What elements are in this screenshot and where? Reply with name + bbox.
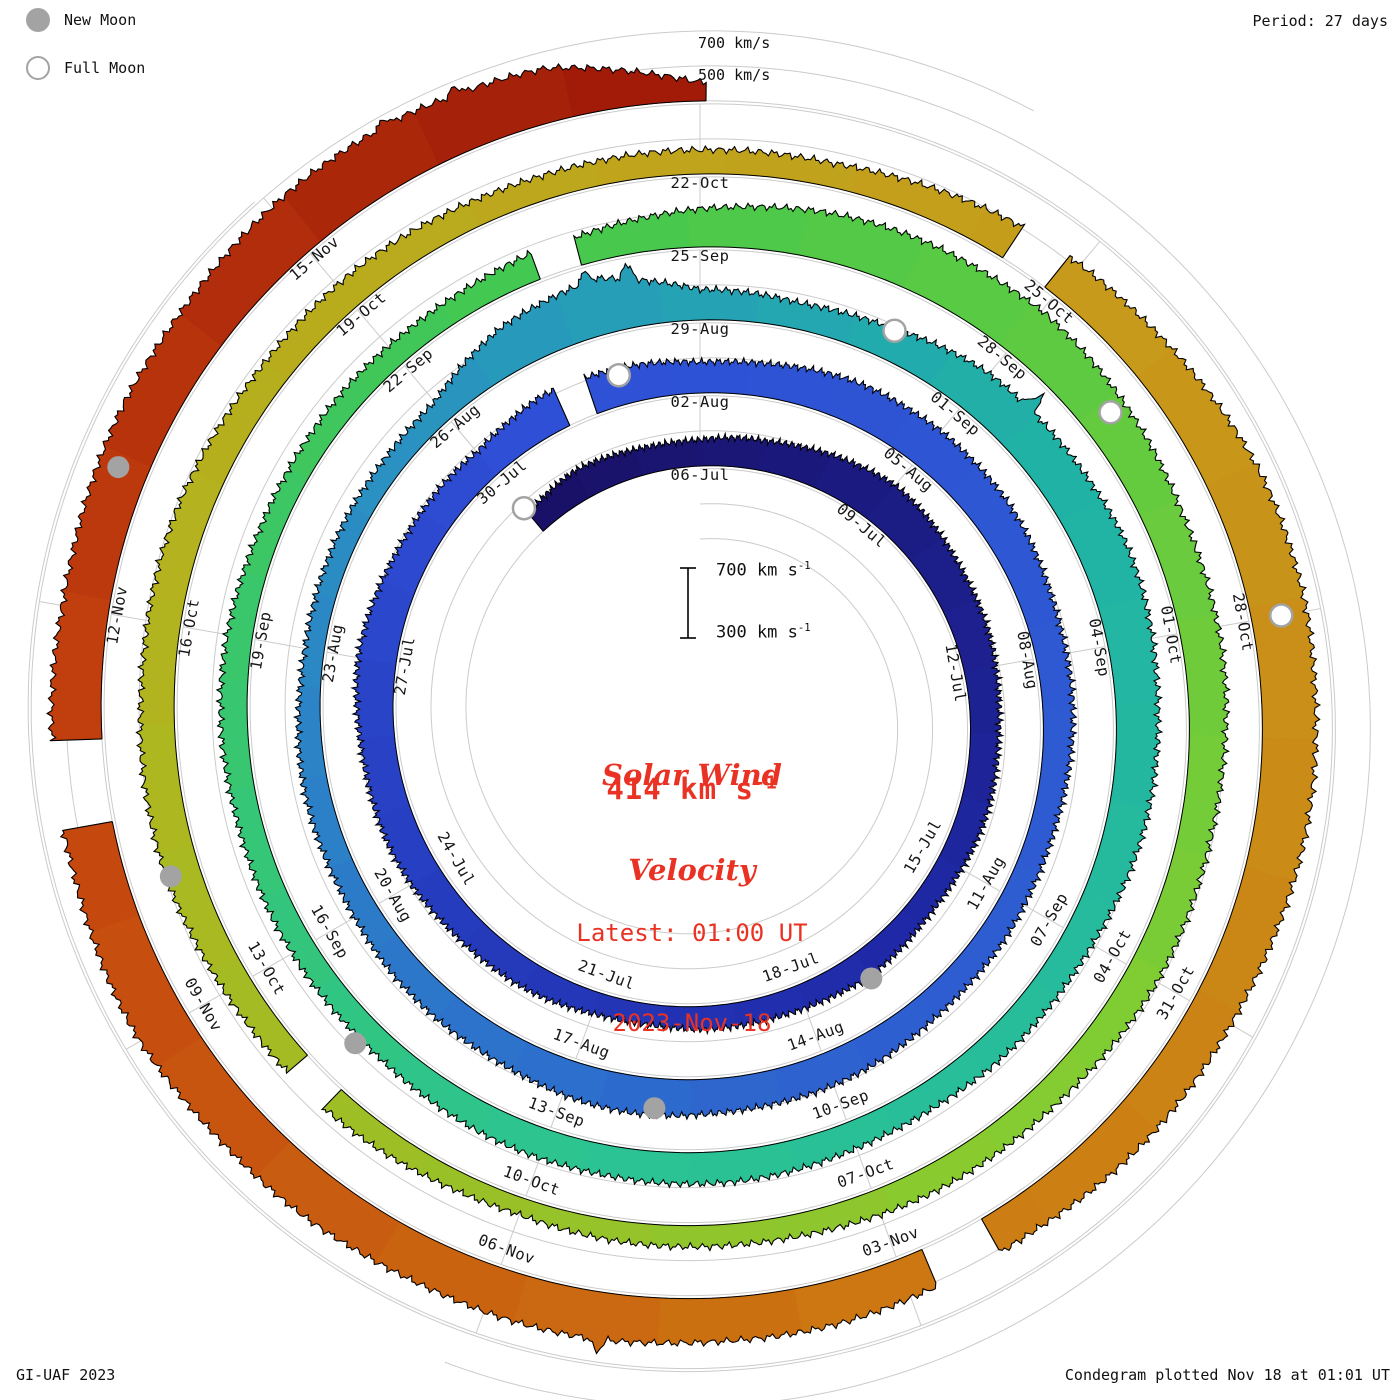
moon-legend: New Moon Full Moon — [26, 8, 145, 80]
baseline — [100, 100, 1263, 1300]
date-label: 29-Aug — [671, 320, 730, 338]
velocity-outline — [46, 63, 1322, 1355]
legend-new-moon-label: New Moon — [64, 11, 137, 29]
plotted-timestamp: Condegram plotted Nov 18 at 01:01 UT — [1064, 1366, 1390, 1384]
chart-title: Solar Wind Velocity — [0, 696, 1384, 951]
scalebar-300-text: 300 km s — [716, 622, 798, 643]
full-moon-marker — [1098, 400, 1123, 425]
date-label: 02-Aug — [671, 393, 730, 411]
new-moon-icon — [26, 8, 50, 32]
latest-timestamp: Latest: 01:00 UT 2023-Nov-18 — [0, 858, 1384, 1098]
full-moon-marker — [606, 362, 632, 388]
legend-full-moon: Full Moon — [26, 56, 145, 80]
scalebar-label-700: 700 km s-1 — [716, 560, 811, 581]
period-label: Period: 27 days — [1252, 12, 1388, 30]
new-moon-marker — [159, 865, 182, 888]
center-scale-bar — [680, 567, 696, 639]
scalebar-label-300: 300 km s-1 — [716, 622, 811, 643]
outer-grid-label-500: 500 km/s — [698, 66, 771, 84]
latest-time-line: Latest: 01:00 UT — [576, 919, 808, 947]
credit-label: GI-UAF 2023 — [16, 1366, 116, 1384]
legend-new-moon: New Moon — [26, 8, 145, 32]
moon-markers — [107, 318, 1294, 1120]
new-moon-marker — [344, 1032, 367, 1055]
new-moon-marker — [643, 1097, 666, 1120]
outer-grid-label-700: 700 km/s — [698, 34, 771, 52]
scalebar-700-text: 700 km s — [716, 560, 798, 581]
chart-title-line2: Velocity — [628, 853, 756, 888]
date-label: 06-Jul — [671, 466, 730, 484]
new-moon-marker — [107, 456, 130, 479]
chart-title-line1: Solar Wind — [602, 757, 782, 792]
date-label: 25-Sep — [671, 247, 730, 265]
latest-value: 414 km s-1 — [0, 772, 1384, 806]
latest-value-text: 414 km s — [606, 772, 755, 806]
date-label: 22-Oct — [671, 174, 730, 192]
full-moon-marker — [1269, 603, 1294, 628]
full-moon-icon — [26, 56, 50, 80]
new-moon-marker — [860, 967, 883, 990]
legend-full-moon-label: Full Moon — [64, 59, 146, 77]
full-moon-marker — [511, 495, 537, 521]
latest-value-sup: -1 — [754, 772, 778, 794]
scalebar-700-sup: -1 — [797, 560, 811, 572]
full-moon-marker — [882, 318, 907, 343]
latest-date-line: 2023-Nov-18 — [612, 1009, 772, 1037]
scalebar-300-sup: -1 — [797, 622, 811, 634]
